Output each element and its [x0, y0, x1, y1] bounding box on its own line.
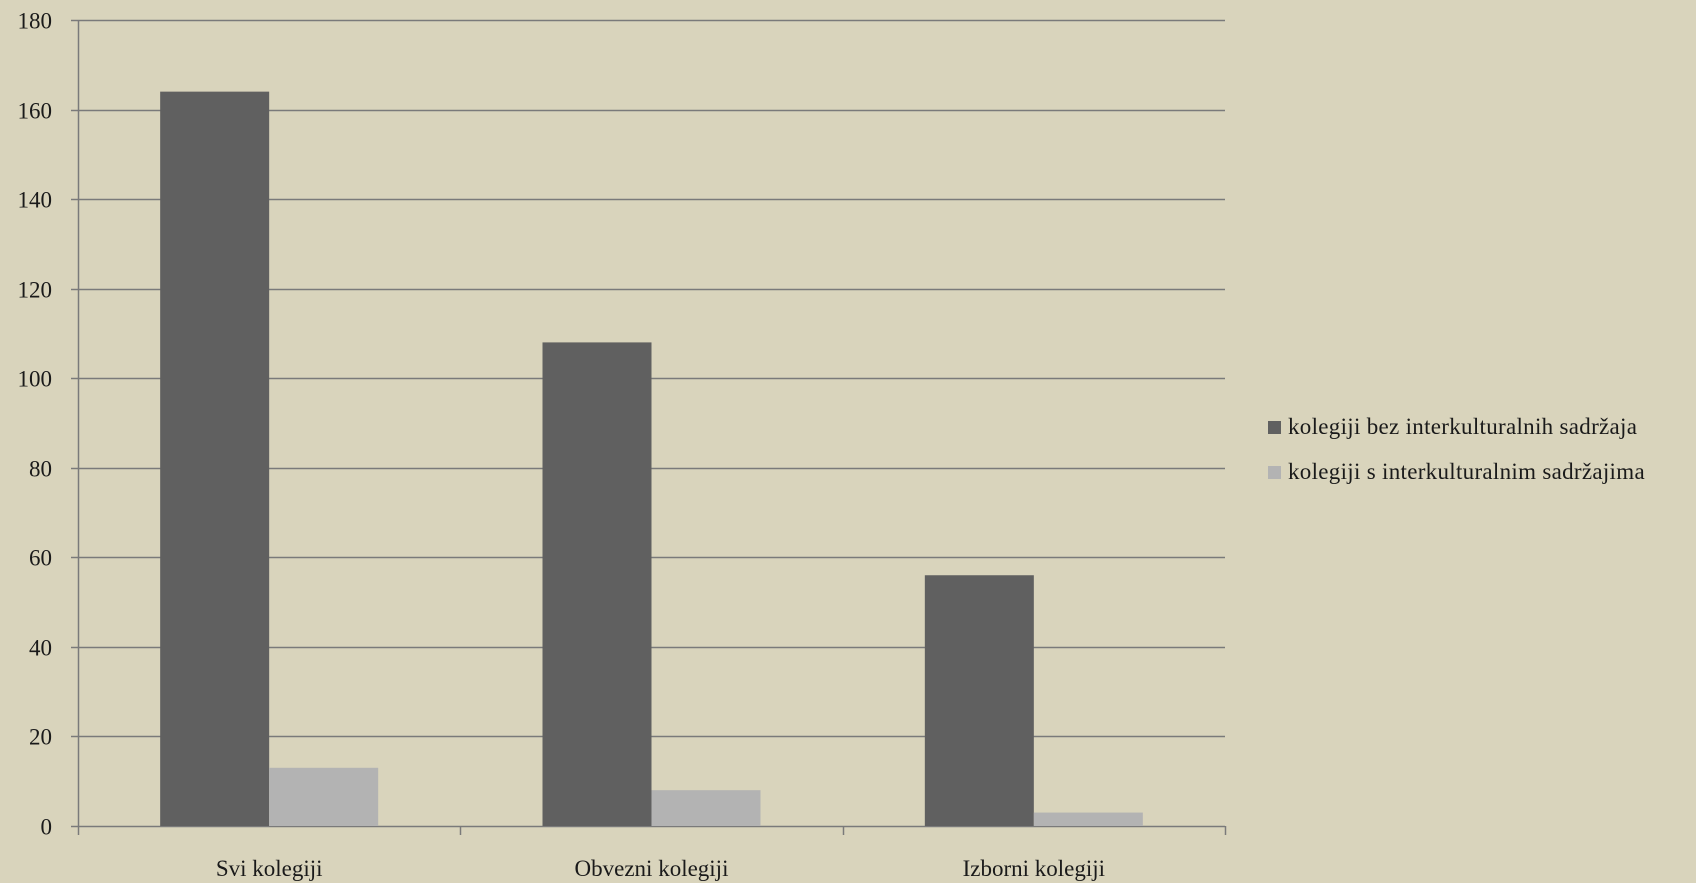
legend-label: kolegiji s interkulturalnim sadržajima: [1288, 459, 1645, 484]
axes: [71, 19, 1227, 835]
bar-bez-1: [542, 342, 652, 826]
bar-s-2: [1033, 812, 1143, 826]
legend-swatch: [1268, 466, 1281, 479]
legend-swatch: [1268, 421, 1281, 434]
y-tick-label: 0: [41, 815, 53, 840]
y-axis-tick-labels: 0 20 40 60 80 100 120 140 160 180: [18, 9, 53, 840]
y-tick-label: 40: [29, 636, 52, 661]
x-category-label: Izborni kolegiji: [963, 856, 1105, 881]
x-category-label: Obvezni kolegiji: [575, 856, 729, 881]
y-tick-label: 180: [18, 9, 53, 34]
x-axis-category-labels: Svi kolegiji Obvezni kolegiji Izborni kole…: [216, 856, 1105, 881]
bar-s-1: [651, 790, 761, 826]
y-tick-label: 100: [18, 367, 53, 392]
y-tick-label: 20: [29, 725, 52, 750]
bar-s-0: [269, 767, 379, 826]
bar-bez-2: [924, 575, 1034, 826]
y-tick-label: 120: [18, 278, 53, 303]
bar-bez-0: [160, 91, 270, 826]
x-category-label: Svi kolegiji: [216, 856, 323, 881]
y-tick-label: 80: [29, 457, 52, 482]
bars: [160, 91, 1143, 826]
legend: kolegiji bez interkulturalnih sadržaja ko…: [1268, 414, 1645, 484]
y-tick-label: 160: [18, 99, 53, 124]
y-tick-label: 140: [18, 188, 53, 213]
y-tick-label: 60: [29, 546, 52, 571]
legend-label: kolegiji bez interkulturalnih sadržaja: [1288, 414, 1637, 439]
